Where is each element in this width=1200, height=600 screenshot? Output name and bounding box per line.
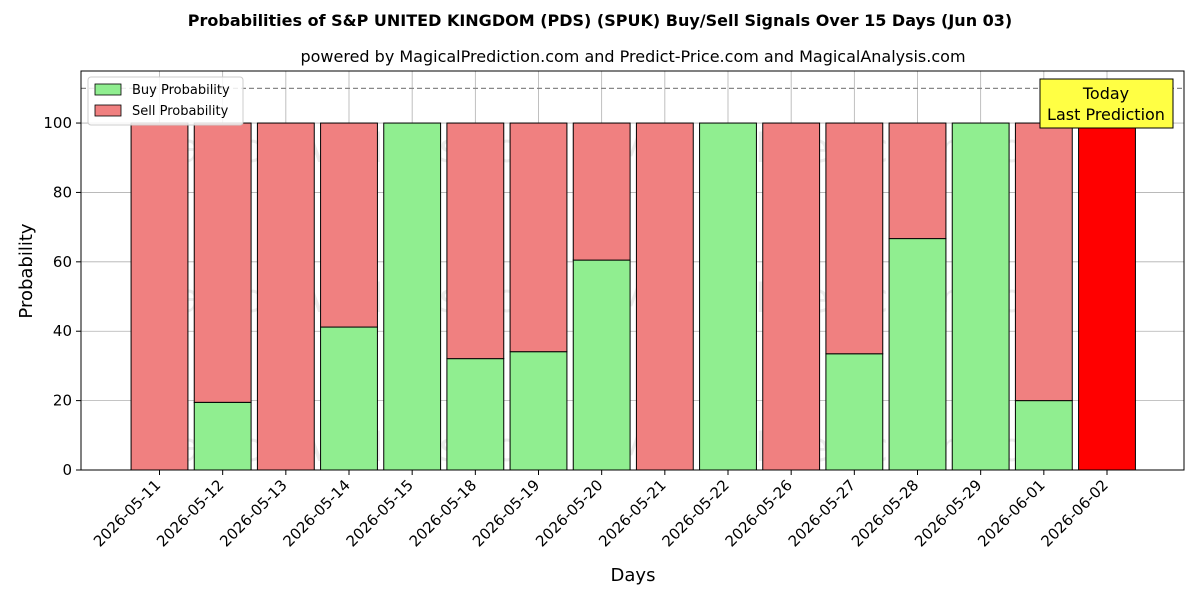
legend-label-sell: Sell Probability bbox=[132, 104, 229, 119]
x-tick-label: 2026-05-20 bbox=[532, 476, 606, 550]
legend-label-buy: Buy Probability bbox=[132, 83, 230, 98]
x-tick-label: 2026-05-29 bbox=[911, 476, 985, 550]
x-tick-label: 2026-05-21 bbox=[595, 476, 669, 550]
bar-sell-2026-05-20 bbox=[572, 122, 631, 261]
bar-buy-2026-06-01 bbox=[1014, 400, 1073, 471]
bar-sell-2026-05-27 bbox=[825, 122, 884, 355]
bar-buy-2026-05-12 bbox=[193, 401, 252, 471]
chart-subtitle: powered by MagicalPrediction.com and Pre… bbox=[300, 47, 965, 66]
y-tick-label: 80 bbox=[53, 183, 72, 201]
y-axis-label: Probability bbox=[16, 223, 37, 318]
bar-buy-2026-05-20 bbox=[572, 259, 631, 471]
bar-sell-2026-06-02 bbox=[1078, 122, 1136, 471]
bar-buy-2026-05-18 bbox=[446, 358, 505, 471]
x-tick-label: 2026-05-18 bbox=[406, 476, 480, 550]
annotation-box bbox=[1039, 78, 1174, 129]
bar-sell-2026-05-21 bbox=[635, 122, 694, 471]
x-ticks: 2026-05-112026-05-122026-05-132026-05-14… bbox=[90, 470, 1112, 550]
legend-swatch-sell bbox=[94, 104, 122, 117]
bar-sell-2026-05-14 bbox=[320, 122, 378, 328]
bar-buy-2026-05-22 bbox=[699, 122, 757, 471]
annotation-line-1: Today bbox=[1082, 84, 1129, 103]
y-ticks: 0 20 40 60 80 100 bbox=[43, 114, 81, 479]
bar-sell-2026-06-01 bbox=[1014, 122, 1073, 402]
bar-buy-2026-05-29 bbox=[951, 122, 1010, 471]
x-tick-label: 2026-05-28 bbox=[848, 476, 922, 550]
x-tick-label: 2026-05-26 bbox=[722, 476, 796, 550]
y-tick-label: 60 bbox=[53, 253, 72, 271]
bar-sell-2026-05-11 bbox=[130, 122, 189, 471]
legend: Buy Probability Sell Probability bbox=[87, 76, 244, 126]
x-tick-label: 2026-05-22 bbox=[658, 476, 732, 550]
bar-sell-2026-05-12 bbox=[193, 122, 252, 403]
x-tick-label: 2026-05-19 bbox=[469, 476, 543, 550]
y-tick-label: 0 bbox=[62, 461, 72, 479]
bar-sell-2026-05-18 bbox=[446, 122, 505, 360]
bar-buy-2026-05-28 bbox=[888, 238, 947, 471]
x-tick-label: 2026-06-02 bbox=[1037, 476, 1111, 550]
x-tick-label: 2026-05-14 bbox=[279, 476, 353, 550]
annotation-line-2: Last Prediction bbox=[1047, 105, 1165, 124]
bar-buy-2026-05-19 bbox=[509, 351, 568, 471]
bar-sell-2026-05-13 bbox=[256, 122, 315, 471]
y-tick-label: 20 bbox=[53, 392, 72, 410]
y-tick-label: 100 bbox=[43, 114, 72, 132]
bar-buy-2026-05-14 bbox=[320, 326, 378, 471]
y-tick-label: 40 bbox=[53, 322, 72, 340]
bar-sell-2026-05-28 bbox=[888, 122, 947, 240]
bar-sell-2026-05-26 bbox=[762, 122, 821, 471]
x-tick-label: 2026-06-01 bbox=[974, 476, 1048, 550]
bar-sell-2026-05-19 bbox=[509, 122, 568, 353]
x-tick-label: 2026-05-11 bbox=[90, 476, 164, 550]
x-tick-label: 2026-05-27 bbox=[785, 476, 859, 550]
today-annotation: Today Last Prediction bbox=[1039, 78, 1174, 129]
chart-title: Probabilities of S&P UNITED KINGDOM (PDS… bbox=[188, 11, 1012, 30]
legend-swatch-buy bbox=[94, 83, 122, 96]
legend-frame bbox=[87, 76, 244, 126]
x-tick-label: 2026-05-15 bbox=[343, 476, 417, 550]
x-tick-label: 2026-05-13 bbox=[216, 476, 290, 550]
plot-frame bbox=[80, 70, 1185, 471]
bar-buy-2026-05-15 bbox=[383, 122, 442, 471]
x-axis-label: Days bbox=[611, 565, 656, 586]
bars bbox=[130, 122, 1136, 471]
x-tick-label: 2026-05-12 bbox=[153, 476, 227, 550]
bar-buy-2026-05-27 bbox=[825, 353, 884, 471]
